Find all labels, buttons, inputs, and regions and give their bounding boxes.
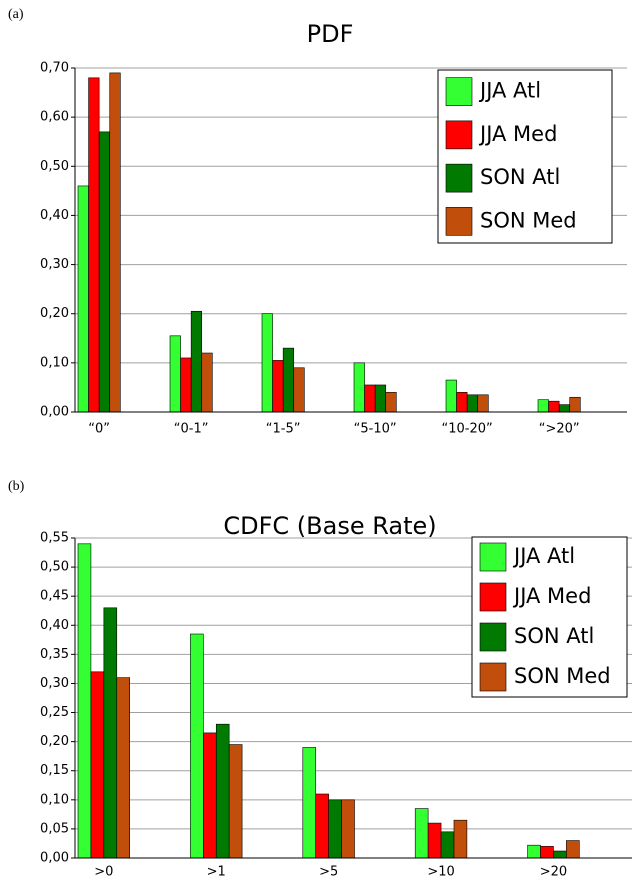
x-tick-label: “5-10”: [354, 422, 397, 437]
bar: [215, 723, 230, 859]
bar: [261, 313, 273, 413]
bar: [293, 367, 305, 413]
x-tick-label: “1-5”: [266, 422, 301, 437]
bar: [414, 808, 429, 859]
bar: [353, 362, 365, 413]
x-tick-label: >10: [427, 865, 454, 878]
bar: [440, 831, 455, 859]
chart-title: PDF: [307, 20, 354, 48]
y-tick-label: 0,50: [40, 159, 69, 174]
y-tick-label: 0,05: [40, 821, 69, 836]
bar: [558, 404, 571, 413]
bar: [90, 671, 105, 859]
chart-title: CDFC (Base Rate): [223, 512, 436, 540]
y-tick-label: 0,20: [40, 306, 69, 321]
legend-label: JJA Atl: [512, 544, 575, 568]
legend-swatch: [479, 542, 507, 572]
x-tick-label: “0-1”: [174, 422, 209, 437]
bar: [77, 543, 92, 859]
legend-swatch: [445, 207, 473, 236]
y-tick-label: 0,00: [40, 851, 69, 866]
bar: [553, 850, 567, 859]
bar: [180, 357, 192, 413]
bar: [169, 335, 181, 413]
y-tick-label: 0,50: [40, 560, 69, 575]
bar: [302, 747, 317, 859]
bar: [527, 844, 541, 859]
legend-label: JJA Med: [512, 584, 591, 608]
y-tick-label: 0,15: [40, 763, 69, 778]
y-tick-label: 0,60: [40, 110, 69, 125]
bar: [103, 607, 118, 859]
x-tick-label: “0”: [88, 422, 110, 437]
bar: [445, 379, 457, 413]
panel-label: (b): [8, 479, 25, 494]
bar: [364, 384, 376, 413]
y-tick-label: 0,40: [40, 618, 69, 633]
bar: [201, 352, 213, 413]
x-tick-label: >0: [94, 865, 113, 878]
bar: [190, 633, 204, 859]
legend-swatch: [479, 622, 507, 652]
bar: [328, 799, 342, 859]
y-tick-label: 0,00: [40, 405, 69, 420]
y-tick-label: 0,45: [40, 589, 69, 604]
bar: [190, 310, 203, 413]
legend-swatch: [445, 77, 473, 106]
legend-label: JJA Med: [478, 122, 557, 146]
legend-label: SON Atl: [480, 165, 560, 189]
panel-label: (a): [8, 7, 24, 22]
y-tick-label: 0,55: [40, 531, 69, 546]
bar: [537, 399, 549, 413]
bar: [272, 360, 284, 413]
bar: [466, 394, 479, 413]
y-tick-label: 0,10: [40, 792, 69, 807]
y-tick-label: 0,40: [40, 208, 69, 223]
bar: [385, 392, 397, 413]
bar: [566, 840, 580, 859]
x-tick-label: “10-20”: [442, 422, 493, 437]
y-tick-label: 0,30: [40, 676, 69, 691]
bar: [341, 799, 355, 859]
legend-swatch: [445, 163, 473, 193]
x-tick-label: >1: [207, 865, 226, 878]
bar: [228, 744, 243, 859]
bar: [374, 384, 387, 413]
bar: [77, 185, 89, 413]
legend-swatch: [479, 582, 507, 612]
legend-swatch: [445, 120, 473, 150]
bar: [569, 396, 581, 413]
legend-label: SON Med: [480, 208, 577, 232]
y-tick-label: 0,70: [40, 61, 69, 76]
bar: [116, 677, 131, 859]
bar: [109, 72, 121, 413]
x-tick-label: >20: [540, 865, 567, 878]
bar: [548, 400, 560, 413]
x-tick-label: “>20”: [539, 422, 580, 437]
bar: [427, 822, 442, 859]
legend-label: SON Med: [514, 664, 611, 688]
y-tick-label: 0,20: [40, 734, 69, 749]
bar: [453, 819, 468, 859]
bar: [282, 347, 295, 413]
y-tick-label: 0,10: [40, 355, 69, 370]
bar: [456, 392, 468, 413]
bar: [88, 77, 100, 413]
y-tick-label: 0,25: [40, 705, 69, 720]
y-tick-label: 0,30: [40, 257, 69, 272]
legend-swatch: [479, 662, 507, 692]
x-tick-label: >5: [319, 865, 338, 878]
bar: [540, 846, 554, 859]
y-tick-label: 0,35: [40, 647, 69, 662]
legend-label: SON Atl: [514, 624, 594, 648]
legend-label: JJA Atl: [478, 79, 541, 103]
bar: [203, 732, 217, 859]
bar: [98, 131, 111, 413]
bar: [315, 793, 329, 859]
bar: [477, 394, 489, 413]
